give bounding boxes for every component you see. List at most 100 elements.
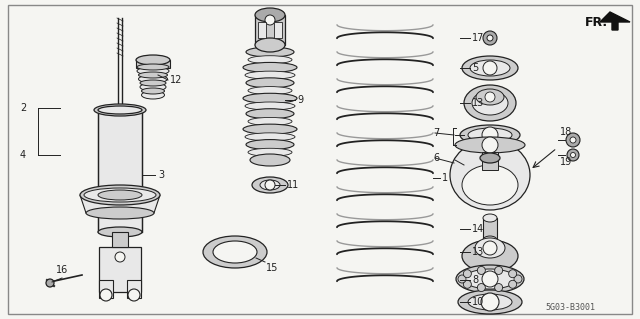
Ellipse shape (246, 78, 294, 88)
Ellipse shape (485, 92, 495, 102)
Ellipse shape (483, 241, 497, 255)
Ellipse shape (462, 240, 518, 272)
Ellipse shape (98, 190, 142, 200)
Bar (250, 145, 290, 154)
Ellipse shape (570, 152, 575, 158)
Ellipse shape (483, 236, 497, 244)
Ellipse shape (246, 47, 294, 57)
Ellipse shape (265, 180, 275, 190)
Ellipse shape (476, 89, 504, 105)
Ellipse shape (84, 188, 156, 202)
Ellipse shape (250, 154, 290, 166)
Ellipse shape (464, 269, 516, 289)
Ellipse shape (455, 137, 525, 153)
Ellipse shape (141, 88, 164, 94)
Text: 9: 9 (297, 95, 303, 105)
Ellipse shape (567, 149, 579, 161)
Ellipse shape (243, 93, 297, 103)
Text: 17: 17 (472, 33, 484, 43)
Text: 3: 3 (158, 170, 164, 180)
Text: 19: 19 (560, 157, 572, 167)
Text: 2: 2 (20, 103, 26, 113)
Ellipse shape (137, 67, 169, 75)
Ellipse shape (213, 241, 257, 263)
Bar (250, 114, 290, 123)
Ellipse shape (509, 270, 516, 278)
Ellipse shape (260, 180, 280, 190)
Ellipse shape (265, 15, 275, 25)
Ellipse shape (245, 133, 295, 141)
Text: 6: 6 (433, 153, 439, 163)
Ellipse shape (80, 185, 160, 205)
Ellipse shape (138, 72, 168, 78)
Bar (99, 280, 113, 298)
Text: 5: 5 (472, 63, 478, 73)
Ellipse shape (245, 102, 295, 110)
Bar (136, 60, 170, 68)
Ellipse shape (46, 279, 54, 287)
Bar (247, 98, 293, 108)
Ellipse shape (86, 207, 154, 219)
Ellipse shape (98, 106, 142, 114)
Ellipse shape (248, 148, 292, 156)
Ellipse shape (98, 227, 142, 237)
Text: 4: 4 (20, 150, 26, 160)
Ellipse shape (248, 56, 292, 64)
Ellipse shape (458, 290, 522, 314)
Ellipse shape (482, 127, 498, 143)
Bar (250, 52, 290, 61)
Ellipse shape (463, 280, 471, 288)
Text: 8: 8 (472, 275, 478, 285)
Ellipse shape (246, 109, 294, 119)
Bar (98, 110, 142, 232)
Bar (483, 218, 497, 240)
Ellipse shape (468, 128, 512, 142)
Ellipse shape (94, 104, 146, 116)
Text: 14: 14 (472, 224, 484, 234)
Bar (482, 152, 498, 170)
Ellipse shape (514, 275, 522, 283)
Ellipse shape (248, 117, 292, 125)
Ellipse shape (475, 238, 505, 258)
Bar (127, 280, 141, 298)
Ellipse shape (464, 85, 516, 121)
Ellipse shape (495, 284, 502, 292)
Bar (274, 22, 282, 38)
Ellipse shape (456, 265, 524, 293)
Bar (247, 67, 293, 77)
Bar (255, 15, 285, 45)
Ellipse shape (566, 133, 580, 147)
Text: 16: 16 (56, 265, 68, 275)
Ellipse shape (141, 91, 164, 99)
Ellipse shape (243, 63, 297, 72)
Ellipse shape (509, 280, 516, 288)
Ellipse shape (252, 177, 288, 193)
Ellipse shape (463, 270, 471, 278)
Ellipse shape (450, 140, 530, 210)
Ellipse shape (462, 56, 518, 80)
Ellipse shape (136, 55, 170, 65)
Ellipse shape (248, 86, 292, 94)
Ellipse shape (140, 83, 166, 91)
Ellipse shape (477, 284, 485, 292)
Text: 11: 11 (287, 180, 300, 190)
Ellipse shape (483, 214, 497, 222)
Ellipse shape (128, 289, 140, 301)
Ellipse shape (482, 271, 498, 287)
Ellipse shape (480, 153, 500, 163)
Text: 5G03-B3001: 5G03-B3001 (545, 303, 595, 313)
Ellipse shape (481, 293, 499, 311)
Bar (258, 22, 266, 38)
Ellipse shape (203, 236, 267, 268)
Ellipse shape (137, 64, 169, 70)
Ellipse shape (243, 124, 297, 134)
Bar (247, 129, 293, 138)
Ellipse shape (100, 289, 112, 301)
Text: 15: 15 (266, 263, 278, 273)
Ellipse shape (255, 8, 285, 22)
Polygon shape (80, 195, 160, 213)
Ellipse shape (246, 140, 294, 150)
Ellipse shape (458, 275, 466, 283)
Ellipse shape (140, 80, 166, 86)
Ellipse shape (255, 38, 285, 52)
